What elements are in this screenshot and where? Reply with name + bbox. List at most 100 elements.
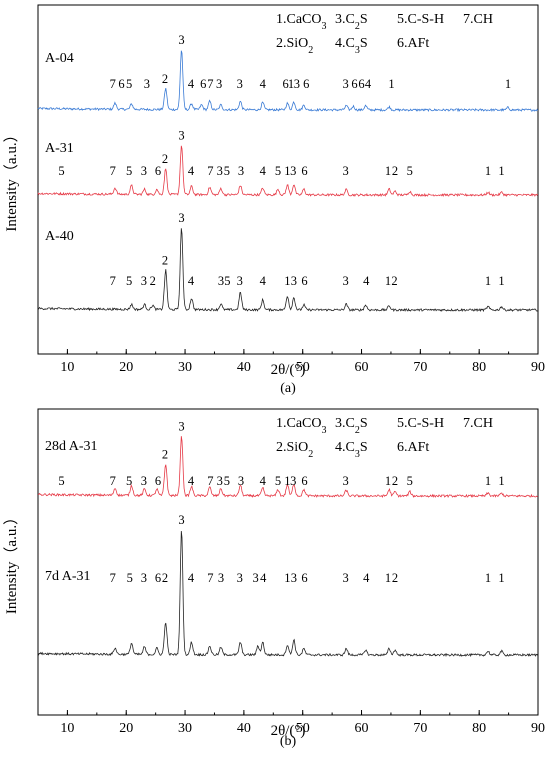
peak-label: 3 [290, 474, 296, 488]
peak-label: 5 [126, 77, 132, 91]
peak-label: 7 [110, 274, 116, 288]
peak-label: 3 [238, 164, 244, 178]
peak-label: 1 [498, 474, 504, 488]
x-tick-label: 10 [60, 721, 74, 736]
y-axis-label: Intensity（a.u.） [3, 127, 20, 231]
x-tick-label: 20 [119, 360, 133, 375]
peak-label: 7 [207, 164, 213, 178]
peak-label: 1 [485, 474, 491, 488]
legend-entry: 1.CaCO3 [276, 12, 327, 32]
peak-label: 1 [388, 77, 394, 91]
peak-label: 6 [301, 571, 307, 585]
peak-label: 3 [141, 474, 147, 488]
peak-label: 6 [351, 77, 357, 91]
peak-label: 5 [407, 474, 413, 488]
x-tick-label: 10 [60, 360, 74, 375]
peak-label: 2 [162, 152, 168, 166]
x-tick-label: 30 [178, 360, 192, 375]
legend-entry: 7.CH [463, 416, 493, 431]
chart-panel-b: 10 20 30 40 50 60 70 80 90 2θ/(°) Intensity（a.u.） (… [3, 408, 545, 749]
peak-label: 3 [141, 274, 147, 288]
peak-label: 3 [343, 274, 349, 288]
peak-label: 6 [301, 274, 307, 288]
peak-label: 1 [288, 77, 294, 91]
legend-entry: 3.C2S [335, 12, 368, 32]
series-trace-7d-a-31 [37, 530, 539, 658]
peak-label: 4 [188, 571, 195, 585]
series-name-label: A-31 [45, 141, 74, 156]
series-trace-28d-a-31 [37, 436, 538, 499]
peak-label: 1 [284, 474, 290, 488]
peak-label: 2 [391, 274, 397, 288]
x-tick-label: 80 [472, 360, 486, 375]
peak-label: 1 [385, 474, 391, 488]
legend-entry: 3.C2S [335, 416, 368, 436]
x-axis-label: 2θ/(°) [271, 723, 306, 739]
peak-label: 3 [141, 571, 147, 585]
x-tick-label: 60 [355, 360, 369, 375]
x-tick-label: 90 [531, 721, 545, 736]
peak-label: 1 [485, 164, 491, 178]
x-tick-label: 60 [355, 721, 369, 736]
peak-label: 5 [224, 274, 230, 288]
peak-label: 3 [343, 164, 349, 178]
peak-label: 5 [126, 274, 132, 288]
peak-label: 4 [188, 474, 195, 488]
peak-label: 7 [207, 474, 213, 488]
peak-label: 3 [217, 474, 223, 488]
legend-entry: 6.AFt [397, 36, 429, 51]
peak-label: 6 [283, 77, 289, 91]
series-name-label: 28d A-31 [45, 439, 98, 454]
legend-entry: 5.C-S-H [397, 12, 444, 27]
peak-label: 6 [358, 77, 364, 91]
peak-label: 6 [155, 474, 161, 488]
peak-label: 4 [260, 274, 267, 288]
peak-label: 3 [343, 474, 349, 488]
x-tick-label: 30 [178, 721, 192, 736]
peak-label: 5 [275, 474, 281, 488]
peak-label: 7 [207, 77, 213, 91]
chart-panel-a: 10 20 30 40 50 60 70 80 90 2θ/(°) Intensity（a.u.） (… [3, 4, 545, 396]
peak-label: 3 [294, 77, 300, 91]
peak-label: 3 [237, 77, 243, 91]
peak-label: 1 [385, 571, 391, 585]
peak-label: 1 [284, 274, 290, 288]
series-trace-a-31 [37, 145, 539, 198]
peak-label: 3 [290, 164, 296, 178]
series-name-label: A-04 [45, 51, 74, 66]
peak-label: 1 [505, 77, 511, 91]
x-tick-label: 70 [413, 360, 427, 375]
peak-label: 3 [291, 571, 297, 585]
peak-label: 3 [238, 474, 244, 488]
panel-caption: (a) [280, 381, 296, 396]
peak-label: 3 [253, 571, 259, 585]
x-tick-label: 90 [531, 360, 545, 375]
peak-label: 3 [291, 274, 297, 288]
peak-label: 2 [162, 571, 168, 585]
peak-label: 1 [498, 571, 504, 585]
peak-label: 5 [275, 164, 281, 178]
peak-label: 5 [127, 571, 133, 585]
peak-label: 4 [188, 164, 195, 178]
peak-label: 6 [303, 77, 309, 91]
peak-label: 7 [110, 474, 116, 488]
panel-caption: (b) [280, 734, 297, 749]
peak-label: 4 [260, 474, 267, 488]
legend-entry: 2.SiO2 [276, 440, 313, 460]
peak-label: 3 [178, 420, 184, 434]
legend-entry: 7.CH [463, 12, 493, 27]
peak-label: 3 [218, 274, 224, 288]
peak-label: 3 [217, 164, 223, 178]
peak-label: 2 [392, 164, 398, 178]
peak-label: 1 [284, 164, 290, 178]
peak-label: 3 [141, 164, 147, 178]
series-name-label: 7d A-31 [45, 569, 91, 584]
peak-label: 6 [301, 164, 307, 178]
legend-entry: 4.C3S [335, 440, 368, 460]
peak-label: 7 [110, 77, 116, 91]
peak-label: 4 [365, 77, 372, 91]
peak-label: 1 [284, 571, 290, 585]
peak-label: 2 [392, 474, 398, 488]
